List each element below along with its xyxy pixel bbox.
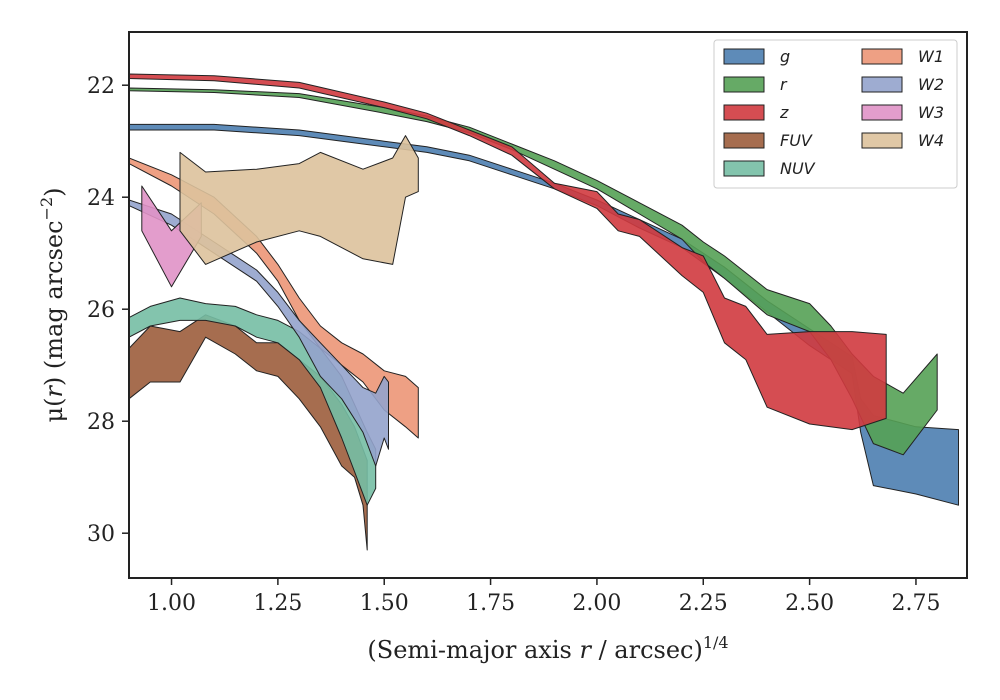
legend-swatch-nuv (723, 160, 765, 177)
legend-swatch-r (723, 76, 765, 93)
x-tick-label: 2.25 (679, 591, 728, 616)
legend-label-w2: W2 (918, 75, 944, 94)
series-band-w1 (129, 157, 419, 439)
y-tick-label: 26 (87, 298, 115, 323)
y-tick-label: 22 (87, 74, 115, 99)
legend-swatch-w3 (861, 104, 903, 121)
legend-label-w1: W1 (918, 47, 944, 66)
series-band-w4 (179, 135, 419, 265)
legend-swatch-w2 (861, 76, 903, 93)
series-band-z (129, 73, 887, 431)
x-tick-label: 2.75 (891, 591, 940, 616)
x-tick-label: 1.50 (360, 591, 409, 616)
x-axis-label: (Semi-major axis r / arcsec)1/4 (367, 633, 728, 664)
y-tick-label: 24 (87, 186, 115, 211)
legend-swatch-w4 (861, 132, 903, 149)
x-tick-label: 1.25 (253, 591, 302, 616)
legend-swatch-w1 (861, 48, 903, 65)
series-band-g (129, 123, 959, 506)
axis-ticks: 1.00 1.25 1.50 1.75 2.00 2.25 2.50 2.75 22 24 26 28… (87, 74, 940, 616)
x-tick-label: 2.50 (785, 591, 834, 616)
x-tick-label: 2.00 (572, 591, 621, 616)
plot-frame (128, 31, 968, 579)
legend: grz FUV NUV W1 W2 W3 W4 (713, 39, 958, 189)
legend-swatch-z (723, 104, 765, 121)
series-layer (129, 73, 959, 551)
legend-label-z: z (779, 103, 789, 122)
series-band-fuv (129, 314, 368, 551)
series-band-w2 (129, 199, 389, 467)
legend-label-w4: W4 (918, 131, 944, 150)
x-tick-label: 1.00 (147, 591, 196, 616)
y-tick-label: 28 (87, 410, 115, 435)
legend-label-fuv: FUV (780, 131, 813, 150)
legend-label-nuv: NUV (780, 159, 816, 178)
legend-label-r: r (780, 75, 788, 94)
legend-swatch-g (723, 48, 765, 65)
legend-label-w3: W3 (918, 103, 944, 122)
y-axis-label: μ(r) (mag arcsec−2) (37, 187, 68, 422)
x-tick-label: 1.75 (466, 591, 515, 616)
legend-label-g: g (780, 47, 790, 66)
y-tick-label: 30 (87, 522, 115, 547)
legend-swatch-fuv (723, 132, 765, 149)
